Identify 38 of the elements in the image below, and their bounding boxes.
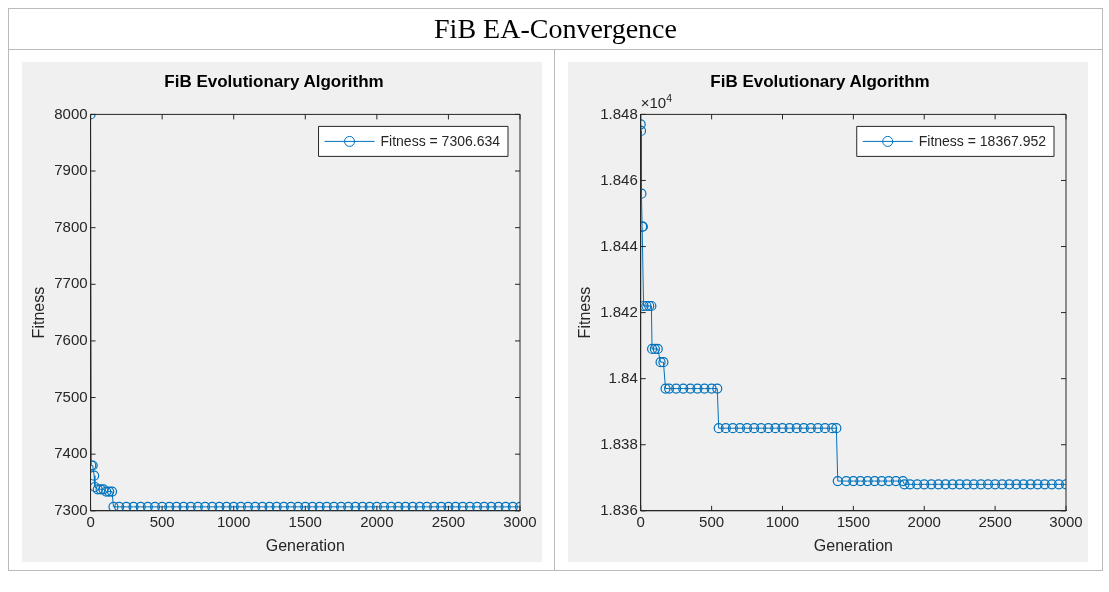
y-tick-label: 7600 xyxy=(54,331,88,349)
legend-label: Fitness = 7306.634 xyxy=(380,133,501,150)
y-axis-title: Fitness xyxy=(30,286,48,339)
x-tick-label: 2000 xyxy=(907,512,941,530)
x-axis-title: Generation xyxy=(265,536,345,554)
y-tick-label: 1.844 xyxy=(600,236,638,254)
chart-title: FiB Evolutionary Algorithm xyxy=(164,71,384,91)
y-tick-label: 1.838 xyxy=(600,434,638,452)
y-tick-label: 1.842 xyxy=(600,302,638,320)
y-axis-title: Fitness xyxy=(576,286,594,339)
text: FiB EA-Convergence xyxy=(9,9,1102,50)
y-tick-label: 7500 xyxy=(54,387,88,405)
y-tick-label: 8000 xyxy=(54,104,88,122)
y-tick-label: 7300 xyxy=(54,500,88,518)
x-tick-label: 2500 xyxy=(978,512,1012,530)
x-axis-title: Generation xyxy=(813,536,893,554)
y-tick-label: 7900 xyxy=(54,161,88,179)
x-tick-label: 3000 xyxy=(503,512,537,530)
x-tick-label: 0 xyxy=(86,512,95,530)
x-tick-label: 3000 xyxy=(1049,512,1083,530)
x-tick-label: 2500 xyxy=(431,512,466,530)
y-tick-label: 1.846 xyxy=(600,170,638,188)
y-tick-label: 7800 xyxy=(54,217,88,235)
y-tick-label: 1.848 xyxy=(600,104,638,122)
y-tick-label: 7400 xyxy=(54,444,88,462)
y-tick-label: 1.836 xyxy=(600,500,638,518)
x-tick-label: 1000 xyxy=(217,512,251,530)
x-tick-label: 1500 xyxy=(836,512,871,530)
x-tick-label: 0 xyxy=(636,512,645,530)
chart-title: FiB Evolutionary Algorithm xyxy=(710,71,930,91)
y-tick-label: 7700 xyxy=(54,274,88,292)
x-tick-label: 500 xyxy=(149,512,175,530)
legend-label: Fitness = 18367.952 xyxy=(918,133,1047,150)
x-tick-label: 2000 xyxy=(360,512,394,530)
x-tick-label: 1500 xyxy=(288,512,322,530)
y-tick-label: 1.84 xyxy=(608,368,638,386)
x-tick-label: 1000 xyxy=(765,512,800,530)
x-tick-label: 500 xyxy=(699,512,725,530)
